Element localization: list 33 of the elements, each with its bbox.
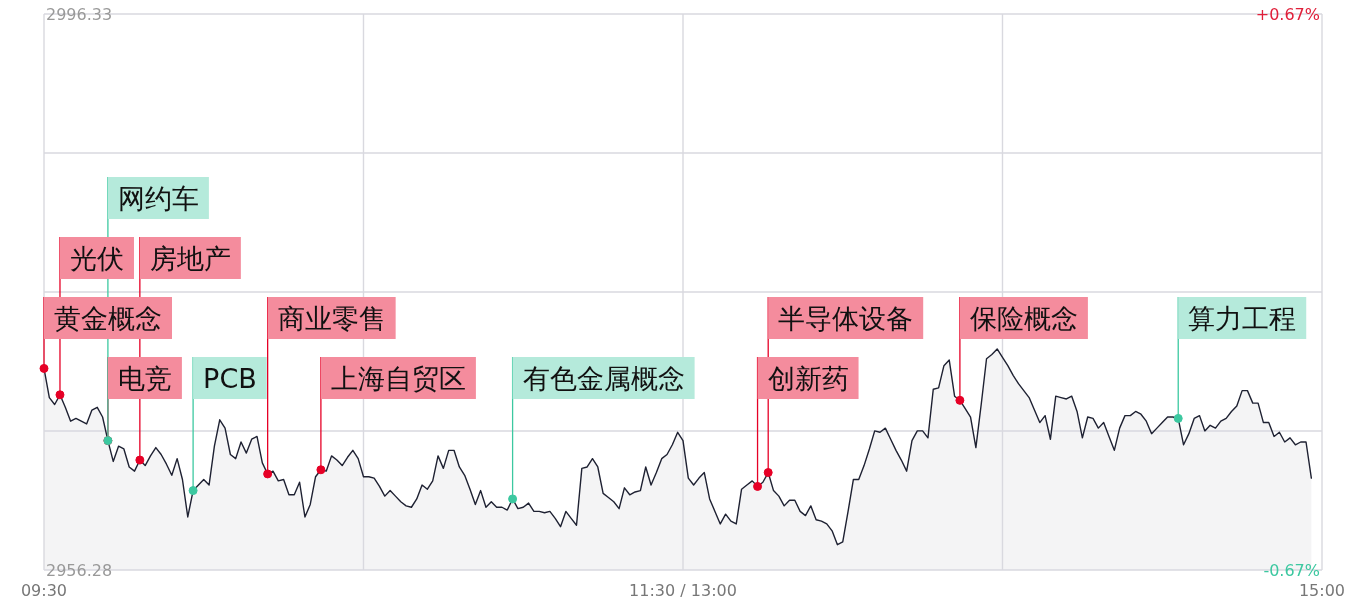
- callout: 保险概念: [959, 297, 1088, 339]
- data-label: 保险概念: [969, 303, 1078, 334]
- callout: 光伏: [60, 237, 134, 279]
- data-label: 电竞: [117, 363, 172, 394]
- data-label: 上海自贸区: [330, 363, 466, 394]
- x-tick-label: 15:00: [1298, 581, 1346, 600]
- data-label: 商业零售: [277, 303, 386, 334]
- callout: 创新药: [757, 357, 859, 399]
- y-tick-label: 2956.28: [46, 560, 113, 580]
- callout: 房地产: [139, 237, 241, 279]
- callout: 算力工程: [1178, 297, 1307, 339]
- y2-tick-label: -0.67%: [1263, 560, 1320, 580]
- data-label: 半导体设备: [778, 303, 914, 334]
- data-label: 房地产: [149, 243, 231, 274]
- data-label: 创新药: [767, 363, 849, 394]
- callout: 电竞: [107, 357, 182, 399]
- data-label: 算力工程: [1188, 303, 1297, 334]
- data-label: 黄金概念: [54, 303, 162, 334]
- callout: 黄金概念: [44, 297, 172, 339]
- data-label: 光伏: [69, 243, 124, 274]
- y-tick-label: 2996.33: [46, 4, 113, 24]
- x-tick-label: 11:30 / 13:00: [629, 581, 737, 600]
- callout: 半导体设备: [768, 297, 924, 339]
- callout: 网约车: [107, 177, 209, 219]
- callout: 有色金属概念: [512, 357, 695, 399]
- y2-tick-label: +0.67%: [1255, 4, 1320, 24]
- callout: 上海自贸区: [320, 357, 476, 399]
- data-label: 网约车: [117, 183, 199, 214]
- x-tick-label: 09:30: [20, 581, 68, 600]
- callout: 商业零售: [267, 297, 396, 339]
- callout: PCB: [193, 357, 267, 399]
- data-label: 有色金属概念: [522, 363, 685, 394]
- data-label: PCB: [203, 363, 257, 394]
